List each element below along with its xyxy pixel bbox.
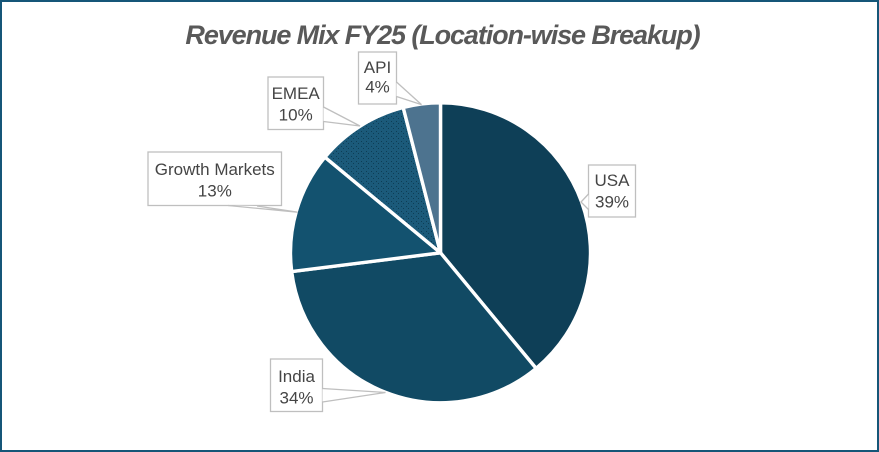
svg-text:USA: USA	[595, 171, 631, 190]
svg-text:39%: 39%	[595, 193, 629, 212]
svg-text:13%: 13%	[198, 182, 232, 201]
svg-text:Revenue Mix FY25 (Location-wis: Revenue Mix FY25 (Location-wise Breakup)	[185, 20, 700, 50]
svg-text:4%: 4%	[365, 78, 390, 97]
svg-text:API: API	[364, 58, 391, 77]
svg-text:10%: 10%	[279, 106, 313, 125]
svg-text:34%: 34%	[279, 389, 313, 408]
svg-text:EMEA: EMEA	[272, 84, 321, 103]
svg-text:India: India	[278, 367, 315, 386]
svg-text:Growth Markets: Growth Markets	[155, 160, 275, 179]
